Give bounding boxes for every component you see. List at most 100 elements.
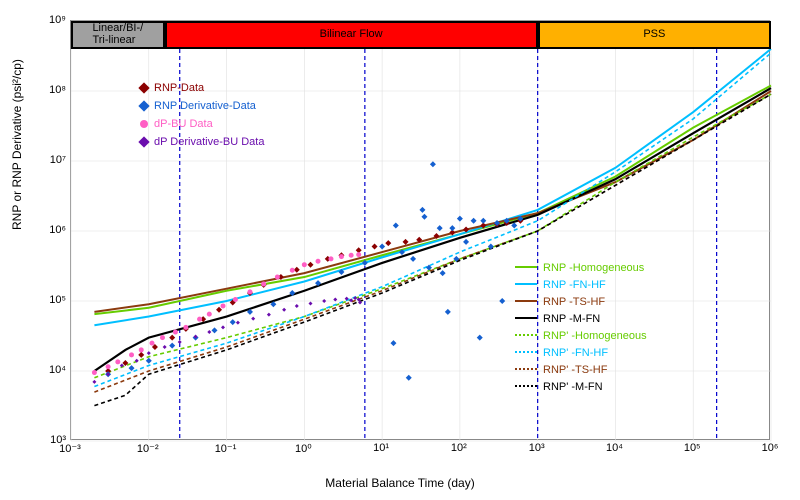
data-point — [356, 252, 361, 257]
data-point — [173, 330, 178, 335]
data-point — [457, 216, 463, 222]
data-point — [221, 325, 225, 329]
x-tick-label: 10⁻² — [137, 442, 159, 455]
data-point — [233, 297, 238, 302]
flow-regime-box: Linear/BI-/ Tri-linear — [71, 21, 165, 49]
data-point — [430, 161, 436, 167]
x-tick-label: 10⁶ — [762, 442, 779, 454]
legend-item: RNP' -M-FN — [515, 381, 603, 393]
legend-line-icon — [515, 266, 537, 270]
y-tick-label: 10⁴ — [49, 364, 66, 376]
data-point — [419, 207, 425, 213]
legend-label: dP Derivative-BU Data — [154, 136, 264, 148]
x-tick-label: 10² — [451, 442, 467, 454]
legend-item: dP-BU Data — [140, 118, 213, 130]
x-tick-label: 10¹ — [373, 442, 389, 454]
data-point — [353, 296, 357, 300]
y-tick-label: 10⁶ — [49, 224, 66, 236]
data-point — [129, 352, 134, 357]
legend-marker-icon — [138, 82, 149, 93]
data-point — [403, 239, 409, 245]
y-axis-label: RNP or RNP Derivative (psi²/cp) — [10, 59, 24, 230]
x-tick-label: 10⁻¹ — [215, 442, 237, 455]
data-point — [147, 351, 151, 355]
legend-label: dP-BU Data — [154, 118, 213, 130]
y-tick-label: 10⁷ — [50, 154, 66, 166]
legend-item: RNP -Homogeneous — [515, 262, 644, 274]
legend-item: RNP -FN-HF — [515, 279, 606, 291]
data-point — [322, 299, 326, 303]
legend-item: RNP -TS-HF — [515, 296, 605, 308]
data-point — [308, 302, 312, 306]
data-point — [275, 275, 280, 280]
y-tick-label: 10⁹ — [49, 14, 66, 26]
data-point — [390, 340, 396, 346]
legend-line-icon — [515, 385, 537, 389]
legend-item: RNP' -FN-HF — [515, 347, 608, 359]
legend-label: RNP' -TS-HF — [543, 364, 607, 376]
data-point — [207, 312, 212, 317]
legend-label: RNP-Data — [154, 82, 204, 94]
legend-label: RNP Derivative-Data — [154, 100, 256, 112]
data-point — [230, 319, 236, 325]
data-point — [236, 321, 240, 325]
y-tick-label: 10⁵ — [49, 294, 66, 306]
data-point — [149, 341, 154, 346]
legend-marker-icon — [138, 136, 149, 147]
data-point — [178, 340, 182, 344]
legend-line-icon — [515, 283, 537, 287]
data-point — [106, 364, 111, 369]
data-point — [92, 370, 97, 375]
x-tick-label: 10⁴ — [606, 442, 623, 454]
data-point — [247, 289, 252, 294]
data-point — [282, 308, 286, 312]
data-point — [183, 325, 188, 330]
data-point — [251, 317, 255, 321]
flow-regime-box: Bilinear Flow — [165, 21, 538, 49]
legend-label: RNP' -FN-HF — [543, 347, 608, 359]
data-point — [139, 347, 144, 352]
data-point — [471, 218, 477, 224]
legend-label: RNP -TS-HF — [543, 296, 605, 308]
data-point — [379, 244, 385, 250]
data-point — [440, 270, 446, 276]
y-tick-label: 10⁸ — [49, 84, 66, 96]
legend-marker-icon — [138, 100, 149, 111]
legend-item: dP Derivative-BU Data — [140, 136, 264, 148]
data-point — [410, 256, 416, 262]
legend-item: RNP -M-FN — [515, 313, 600, 325]
data-point — [115, 359, 120, 364]
data-point — [477, 335, 483, 341]
data-point — [261, 281, 266, 286]
legend-line-icon — [515, 317, 537, 321]
data-point — [372, 244, 378, 250]
data-point — [146, 358, 152, 364]
x-axis-label: Material Balance Time (day) — [325, 476, 474, 490]
legend-line-icon — [515, 300, 537, 304]
data-point — [267, 313, 271, 317]
x-tick-label: 10⁰ — [295, 442, 312, 455]
data-point — [307, 262, 313, 268]
legend-item: RNP' -Homogeneous — [515, 330, 647, 342]
data-point — [499, 298, 505, 304]
data-point — [169, 335, 175, 341]
legend-label: RNP' -Homogeneous — [543, 330, 647, 342]
data-point — [138, 352, 144, 358]
data-point — [393, 222, 399, 228]
data-point — [480, 218, 486, 224]
data-point — [449, 225, 455, 231]
legend-line-icon — [515, 334, 537, 338]
data-point — [290, 268, 295, 273]
legend-label: RNP' -M-FN — [543, 381, 603, 393]
data-point — [169, 343, 175, 349]
flow-regime-box: PSS — [538, 21, 771, 49]
data-point — [216, 307, 222, 313]
data-point — [212, 327, 218, 333]
data-point — [421, 214, 427, 220]
legend-line-icon — [515, 368, 537, 372]
data-point — [295, 304, 299, 308]
legend-label: RNP -FN-HF — [543, 279, 606, 291]
rnp-diagnostic-chart: RNP or RNP Derivative (psi²/cp) Material… — [0, 0, 800, 500]
data-point — [328, 256, 333, 261]
model-line — [94, 88, 771, 371]
